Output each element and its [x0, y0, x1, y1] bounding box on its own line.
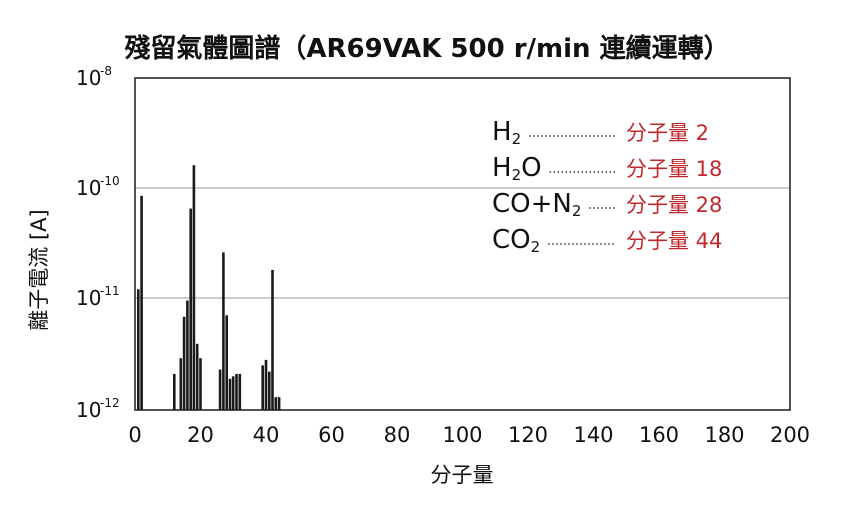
legend-formula: CO+N2 [492, 189, 581, 220]
chart-title: 殘留氣體圖譜（AR69VAK 500 r/min 連續運轉） [124, 34, 730, 64]
y-tick-exponent: -12 [100, 396, 120, 410]
x-tick-label: 200 [770, 423, 810, 447]
legend-formula: H2O [492, 153, 542, 184]
bar-mass-26 [218, 369, 222, 410]
bar-mass-27 [222, 252, 225, 410]
bar-mass-41 [268, 371, 271, 410]
x-tick-label: 160 [639, 423, 679, 447]
x-tick-label: 20 [187, 423, 214, 447]
bar-mass-44 [277, 397, 281, 410]
bar-mass-40 [264, 359, 268, 410]
legend-item: H2O 分子量 18 [492, 153, 722, 184]
y-tick-label: 10-8 [76, 64, 112, 90]
x-tick-label: 120 [508, 423, 548, 447]
y-tick-exponent: -11 [100, 284, 120, 298]
x-tick-label: 80 [384, 423, 411, 447]
y-axis-label: 離子電流 [A] [27, 209, 51, 330]
bar-mass-16 [186, 300, 189, 410]
bar-mass-18 [192, 165, 196, 410]
y-tick-base: 10 [76, 66, 101, 90]
y-tick-exponent: -8 [100, 64, 112, 78]
bar-mass-32 [238, 373, 242, 410]
bar-mass-17 [189, 208, 192, 410]
plot-frame [134, 77, 791, 411]
bar-mass-43 [274, 397, 278, 410]
y-tick-base: 10 [76, 286, 101, 310]
bar-mass-2 [140, 195, 143, 410]
x-axis-label: 分子量 [431, 463, 494, 487]
bar-mass-12 [173, 373, 176, 410]
legend-label: 分子量 2 [626, 121, 709, 145]
legend-item: H2 分子量 2 [492, 117, 709, 148]
x-tick-label: 100 [442, 423, 482, 447]
x-tick-label: 0 [128, 423, 141, 447]
bar-mass-15 [182, 316, 186, 410]
legend: H2 分子量 2 H2O 分子量 18 CO+N2 分子量 28 CO2 分子量 44 [492, 117, 722, 256]
x-tick-label: 180 [704, 423, 744, 447]
bar-mass-19 [195, 343, 199, 410]
legend-item: CO+N2 分子量 28 [492, 189, 722, 220]
bar-mass-29 [228, 378, 232, 410]
bar-mass-42 [271, 269, 274, 410]
bar-mass-1 [137, 289, 140, 410]
legend-item: CO2 分子量 44 [492, 225, 722, 256]
y-tick-label: 10-10 [76, 174, 120, 200]
y-tick-exponent: -10 [100, 174, 120, 188]
x-tick-label: 60 [318, 423, 345, 447]
x-tick-label: 40 [253, 423, 280, 447]
bar-mass-14 [179, 358, 183, 410]
legend-label: 分子量 28 [626, 193, 722, 217]
y-tick-label: 10-11 [76, 284, 120, 310]
bar-mass-30 [231, 376, 235, 410]
grid-lines [135, 187, 790, 299]
legend-label: 分子量 44 [626, 229, 722, 253]
bars [137, 165, 281, 410]
x-tick-label: 140 [573, 423, 613, 447]
y-tick-base: 10 [76, 176, 101, 200]
legend-formula: H2 [492, 117, 521, 148]
bar-mass-31 [235, 373, 238, 410]
legend-formula: CO2 [492, 225, 540, 256]
bar-mass-39 [261, 365, 264, 410]
bar-mass-28 [225, 315, 228, 410]
bar-mass-20 [199, 358, 202, 410]
legend-label: 分子量 18 [626, 157, 722, 181]
y-tick-base: 10 [76, 398, 101, 422]
x-tick-labels: 0 20 40 60 80 100 120 140 160 180 200 [128, 423, 810, 447]
y-tick-label: 10-12 [76, 396, 120, 422]
